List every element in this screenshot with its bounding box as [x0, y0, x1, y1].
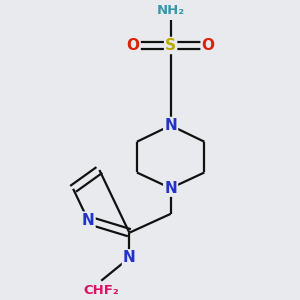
Text: N: N [164, 181, 177, 196]
Text: N: N [164, 118, 177, 133]
Text: O: O [127, 38, 140, 53]
Text: N: N [123, 250, 136, 265]
Text: N: N [82, 213, 94, 228]
Text: NH₂: NH₂ [157, 4, 185, 17]
Text: O: O [202, 38, 214, 53]
Text: S: S [165, 38, 176, 53]
Text: CHF₂: CHF₂ [83, 284, 119, 297]
